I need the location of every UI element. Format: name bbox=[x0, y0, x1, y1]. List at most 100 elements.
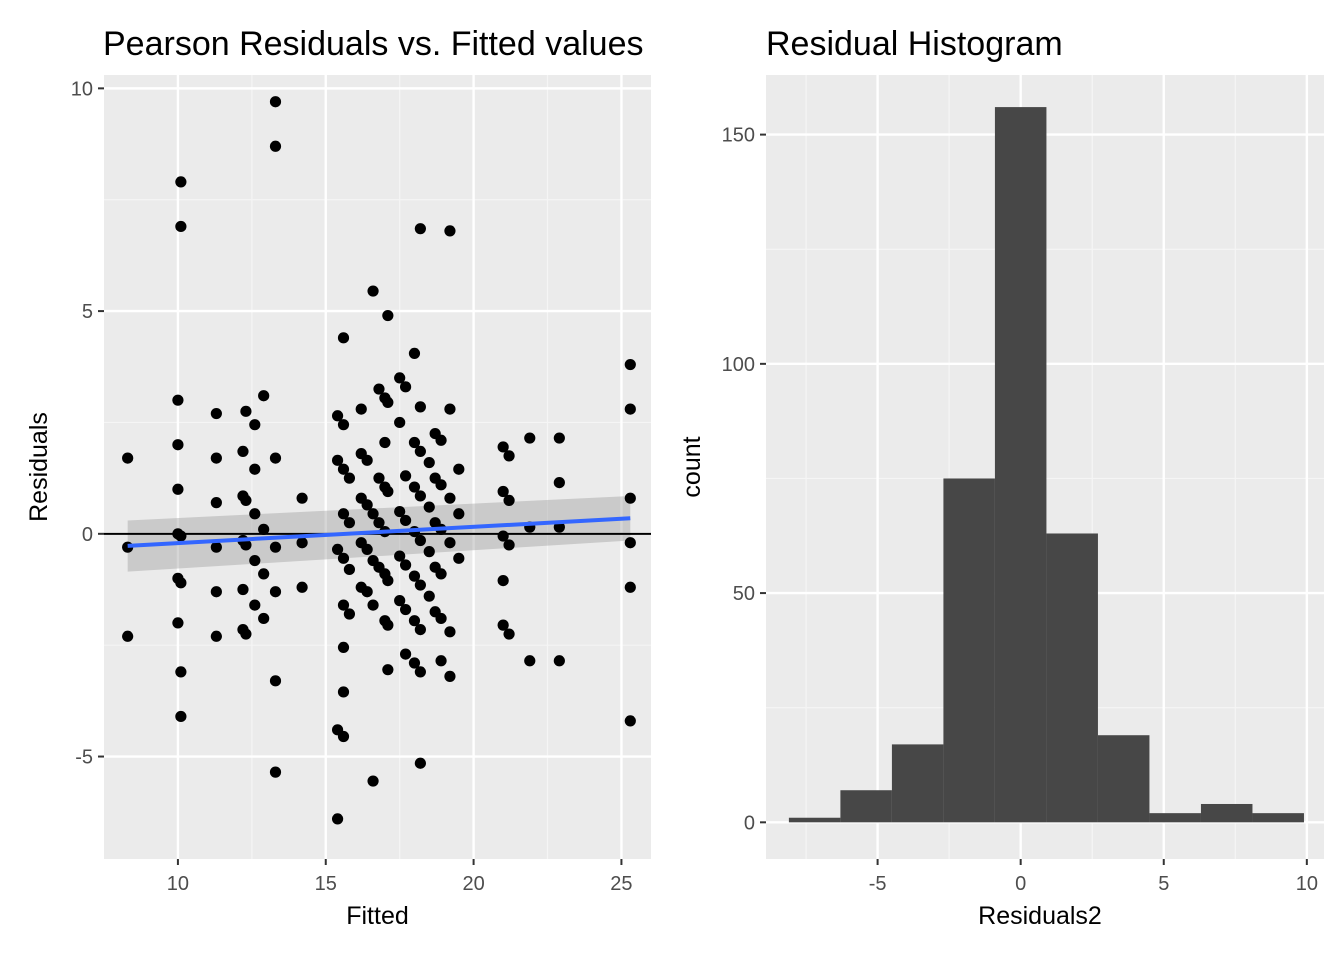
residual-point bbox=[337, 730, 350, 743]
residual-point bbox=[382, 309, 394, 322]
residual-point bbox=[269, 766, 282, 778]
histogram-x-label: Residuals2 bbox=[978, 902, 1102, 930]
residual-point bbox=[175, 710, 187, 723]
residual-point bbox=[172, 439, 184, 451]
residual-point bbox=[444, 403, 456, 415]
residual-point bbox=[497, 441, 509, 453]
residual-point bbox=[435, 612, 447, 625]
histogram-bar bbox=[1252, 813, 1304, 823]
residual-point bbox=[414, 401, 426, 413]
residual-point bbox=[210, 541, 222, 553]
residual-point bbox=[503, 450, 515, 462]
residual-point bbox=[343, 563, 356, 576]
residual-point bbox=[331, 543, 344, 556]
residual-point bbox=[361, 499, 373, 511]
residual-point bbox=[408, 347, 421, 360]
residual-point bbox=[497, 574, 509, 587]
residual-point bbox=[497, 530, 509, 542]
residual-point bbox=[382, 485, 394, 498]
residual-point bbox=[343, 608, 356, 620]
residual-point bbox=[240, 628, 252, 640]
residual-point bbox=[175, 530, 187, 542]
scatter-y-tick-label: 10 bbox=[71, 78, 93, 100]
residual-point bbox=[367, 508, 379, 520]
histogram-y-tick-label: 0 bbox=[744, 812, 755, 834]
residual-point bbox=[175, 666, 187, 678]
residual-point bbox=[503, 539, 515, 551]
residual-point bbox=[175, 220, 187, 233]
residual-point bbox=[269, 96, 282, 108]
histogram-title: Residual Histogram bbox=[766, 25, 1063, 63]
residual-point bbox=[624, 403, 636, 415]
residual-point bbox=[453, 552, 465, 564]
residual-point bbox=[122, 630, 134, 642]
residual-point bbox=[382, 574, 394, 587]
residual-point bbox=[444, 670, 456, 682]
residual-point bbox=[343, 472, 356, 484]
histogram-x-tick-label: 5 bbox=[1158, 873, 1169, 895]
residual-point bbox=[249, 554, 261, 567]
residual-point bbox=[249, 599, 261, 611]
residual-point bbox=[414, 223, 426, 235]
scatter-x-tick-label: 25 bbox=[610, 873, 632, 895]
residual-point bbox=[210, 586, 222, 598]
residual-point bbox=[444, 225, 456, 237]
residual-point bbox=[269, 452, 282, 464]
scatter-plot-background bbox=[104, 75, 651, 859]
residual-point bbox=[553, 655, 565, 667]
residual-point bbox=[210, 407, 222, 420]
residual-point bbox=[497, 485, 509, 498]
residual-point bbox=[399, 648, 412, 660]
residual-point bbox=[408, 657, 421, 669]
histogram-bars bbox=[788, 107, 1304, 823]
residual-point bbox=[258, 612, 270, 625]
histogram-y-tick-label: 50 bbox=[733, 583, 755, 605]
residual-point bbox=[624, 715, 636, 727]
residual-point bbox=[408, 570, 421, 582]
residual-point bbox=[624, 358, 636, 371]
residual-point bbox=[240, 494, 252, 507]
residual-point bbox=[237, 583, 249, 596]
scatter-axes: 10 15 20 25 -5 0 5 10 bbox=[71, 78, 633, 895]
residual-point bbox=[296, 537, 308, 549]
residual-point bbox=[394, 372, 406, 384]
residual-point bbox=[399, 603, 412, 616]
residual-point bbox=[444, 626, 456, 638]
residual-point bbox=[624, 581, 636, 593]
residual-point bbox=[399, 470, 412, 482]
residual-point bbox=[423, 456, 435, 469]
histogram-bar bbox=[1200, 803, 1253, 823]
residual-point bbox=[408, 436, 421, 449]
residual-point bbox=[453, 508, 465, 520]
residual-point bbox=[524, 655, 536, 667]
residual-point bbox=[249, 508, 261, 520]
residual-point bbox=[258, 390, 270, 402]
residual-point bbox=[367, 599, 379, 611]
residual-point bbox=[423, 501, 435, 513]
residual-point bbox=[337, 463, 350, 475]
residual-point bbox=[373, 472, 385, 484]
residual-point bbox=[435, 479, 447, 491]
residual-point bbox=[503, 628, 515, 640]
residual-point bbox=[337, 332, 350, 344]
scatter-x-tick-label: 10 bbox=[167, 873, 189, 895]
residual-point bbox=[408, 615, 421, 627]
residual-point bbox=[361, 543, 373, 556]
residual-point bbox=[296, 492, 308, 504]
residual-point bbox=[524, 432, 536, 444]
residual-point bbox=[210, 497, 222, 509]
histogram-x-tick-label: -5 bbox=[869, 873, 887, 895]
residual-point bbox=[172, 483, 184, 495]
residual-point bbox=[423, 546, 435, 558]
residual-point bbox=[399, 514, 412, 527]
residual-point bbox=[355, 403, 367, 415]
residual-point bbox=[337, 552, 350, 564]
residual-point bbox=[394, 595, 406, 607]
histogram-x-tick-label: 0 bbox=[1015, 873, 1026, 895]
residual-point bbox=[394, 416, 406, 429]
residual-point bbox=[435, 434, 447, 446]
scatter-x-tick-label: 15 bbox=[315, 873, 337, 895]
residual-point bbox=[175, 577, 187, 589]
scatter-y-label: Residuals bbox=[25, 412, 53, 522]
residual-point bbox=[331, 454, 344, 466]
